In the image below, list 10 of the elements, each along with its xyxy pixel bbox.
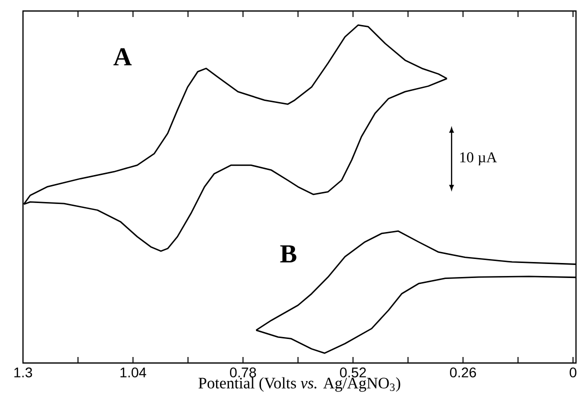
- annotation: 10 µA: [460, 152, 497, 166]
- annotation: A: [113, 48, 132, 66]
- x-tick-label: 1.3: [14, 368, 32, 378]
- x-tick-label: 1.04: [120, 368, 146, 378]
- annotation: B: [280, 245, 296, 262]
- x-tick-label: 0.52: [340, 368, 366, 378]
- x-tick-label: 0.78: [230, 368, 256, 378]
- x-axis-title: Potential (Volts vs. Ag/AgNO$_{3}$): [198, 377, 400, 392]
- x-tick-label: 0.26: [450, 368, 476, 378]
- x-tick-label: 0: [570, 368, 576, 378]
